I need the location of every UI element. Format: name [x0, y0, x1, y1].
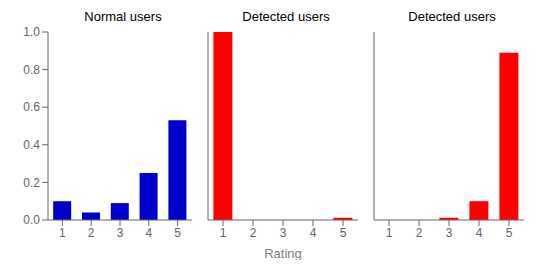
svg-text:3: 3	[280, 226, 287, 240]
svg-text:4: 4	[476, 226, 483, 240]
svg-text:Rating: Rating	[264, 246, 302, 260]
svg-text:3: 3	[117, 226, 124, 240]
svg-text:0.4: 0.4	[23, 138, 40, 152]
svg-text:1: 1	[386, 226, 393, 240]
svg-text:0.2: 0.2	[23, 176, 40, 190]
svg-text:4: 4	[310, 226, 317, 240]
svg-text:1: 1	[220, 226, 227, 240]
html-text:Normal users: Normal users	[84, 9, 162, 24]
html-text:Detected users: Detected users	[242, 9, 330, 24]
svg-text:0.6: 0.6	[23, 100, 40, 114]
svg-text:4: 4	[145, 226, 152, 240]
svg-text:1.0: 1.0	[23, 26, 40, 39]
svg-text:0.0: 0.0	[23, 213, 40, 227]
svg-text:5: 5	[340, 226, 347, 240]
svg-text:1: 1	[59, 226, 66, 240]
svg-text:5: 5	[506, 226, 513, 240]
svg-text:0.8: 0.8	[23, 63, 40, 77]
html-text:Detected users: Detected users	[408, 9, 496, 24]
svg-text:2: 2	[416, 226, 423, 240]
svg-text:5: 5	[174, 226, 181, 240]
svg-text:3: 3	[446, 226, 453, 240]
svg-text:2: 2	[88, 226, 95, 240]
svg-text:2: 2	[250, 226, 257, 240]
